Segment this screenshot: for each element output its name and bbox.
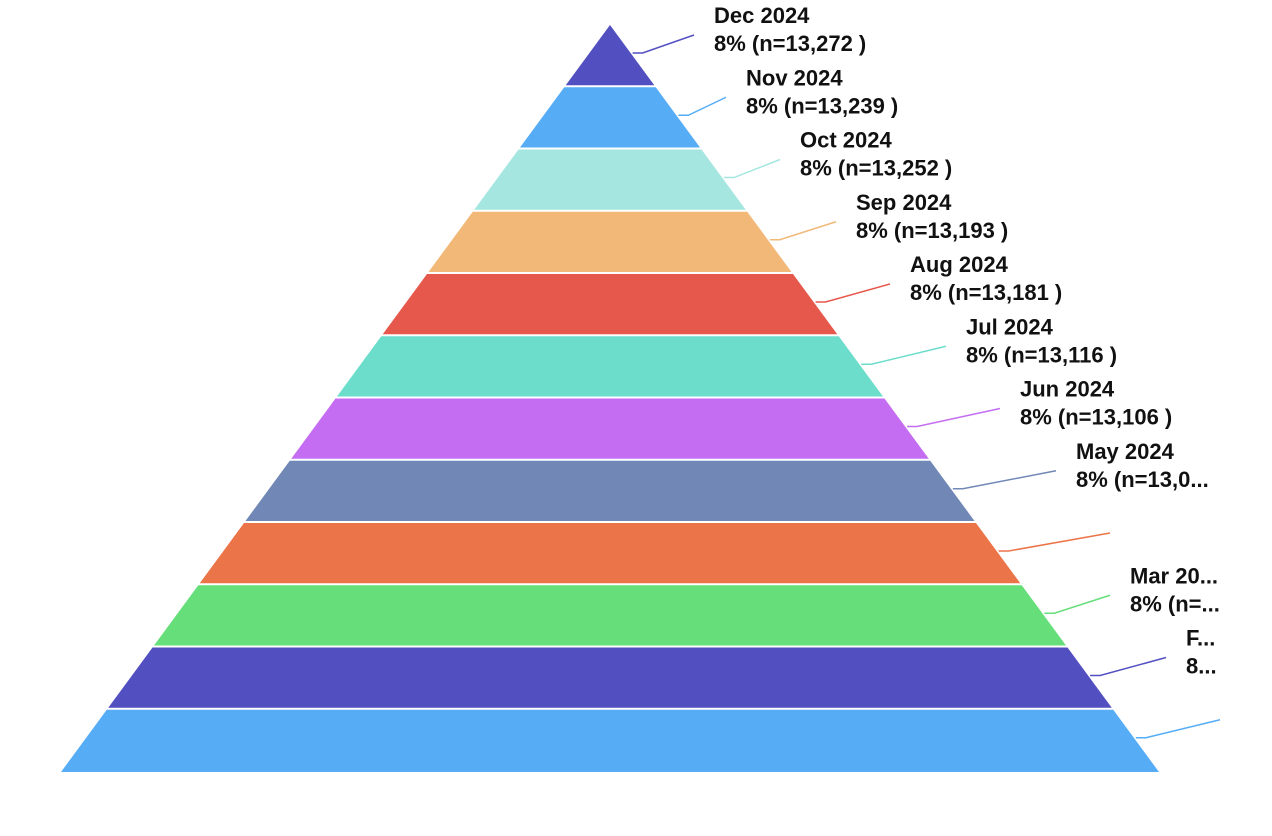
stage-value-label: 8% (n=13,193 ) (856, 218, 1008, 243)
leader-line (1135, 719, 1221, 739)
stage-value-label: 8% (n=13,252 ) (800, 156, 952, 181)
stage-value-label: 8% (n=... (1130, 591, 1220, 616)
stage-value-label: 8% (n=13,272 ) (714, 31, 866, 56)
pyramid-segment[interactable] (382, 274, 838, 335)
leader-line (632, 34, 695, 54)
stage-value-label: 8% (n=13,0... (1076, 467, 1209, 492)
leader-line (952, 470, 1057, 490)
leader-line (998, 532, 1111, 552)
pyramid-segment[interactable] (565, 25, 655, 86)
stage-label: Aug 2024 (910, 252, 1009, 277)
leader-line (724, 158, 781, 179)
stage-label: May 2024 (1076, 439, 1175, 464)
pyramid-segment[interactable] (153, 585, 1067, 646)
leader-line (678, 96, 727, 117)
leader-line (815, 283, 891, 303)
stage-label: Sep 2024 (856, 190, 952, 215)
pyramid-segment[interactable] (336, 336, 884, 397)
pyramid-segment[interactable] (519, 87, 701, 148)
pyramid-segment[interactable] (428, 211, 792, 272)
stage-value-label: 8... (1186, 654, 1217, 679)
leader-line (907, 407, 1001, 428)
leader-line (769, 221, 837, 241)
stage-label: Mar 20... (1130, 563, 1218, 588)
stage-value-label: 8% (n=13,239 ) (746, 93, 898, 118)
leader-line (1044, 594, 1111, 615)
pyramid-segment[interactable] (245, 460, 975, 521)
stage-label: Jun 2024 (1020, 377, 1115, 402)
stage-label: Oct 2024 (800, 128, 892, 153)
pyramid-segment[interactable] (108, 647, 1112, 708)
pyramid-segment[interactable] (291, 398, 929, 459)
pyramid-segment[interactable] (61, 709, 1159, 772)
stage-label: Dec 2024 (714, 3, 810, 28)
stage-label: Jul 2024 (966, 314, 1054, 339)
stage-label: F... (1186, 626, 1215, 651)
stage-label: Nov 2024 (746, 65, 843, 90)
stage-value-label: 8% (n=13,116 ) (966, 342, 1117, 367)
stage-value-label: 8% (n=13,106 ) (1020, 405, 1172, 430)
pyramid-segment[interactable] (474, 149, 746, 210)
pyramid-segment[interactable] (199, 523, 1021, 584)
leader-line (1090, 656, 1167, 677)
leader-line (861, 345, 947, 366)
stage-value-label: 8% (n=13,181 ) (910, 280, 1062, 305)
